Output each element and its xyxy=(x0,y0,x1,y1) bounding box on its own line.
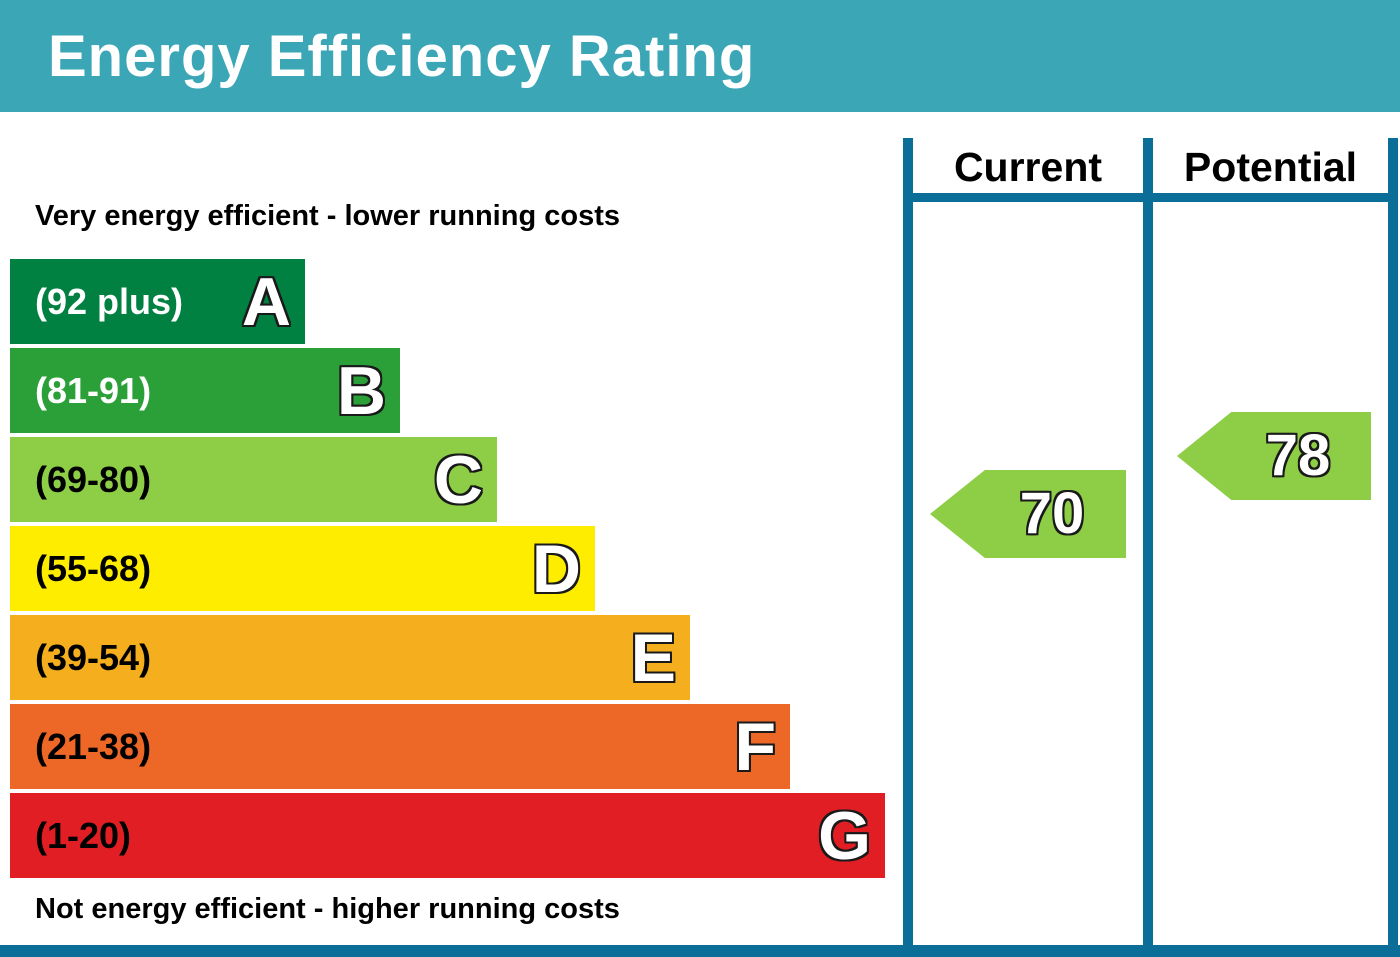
bottom-caption: Not energy efficient - higher running co… xyxy=(35,893,620,925)
band-d: (55-68) D xyxy=(10,526,595,611)
band-g: (1-20) G xyxy=(10,793,885,878)
current-rating-value: 70 xyxy=(1019,481,1085,546)
potential-rating-value: 78 xyxy=(1265,423,1331,488)
page-title: Energy Efficiency Rating xyxy=(48,23,756,89)
band-f-range: (21-38) xyxy=(35,725,152,767)
band-c-range: (69-80) xyxy=(35,458,152,500)
current-rating-arrow: 70 xyxy=(930,470,1126,558)
band-a-range: (92 plus) xyxy=(35,280,184,322)
current-column-header: Current xyxy=(953,144,1103,190)
band-b: (81-91) B xyxy=(10,348,400,433)
band-g-letter: G xyxy=(818,797,871,874)
column-header-underline xyxy=(903,193,1398,202)
band-e-range: (39-54) xyxy=(35,636,152,678)
band-a: (92 plus) A xyxy=(10,259,305,344)
band-f-letter: F xyxy=(734,708,776,785)
band-e-letter: E xyxy=(630,619,676,696)
band-c: (69-80) C xyxy=(10,437,497,522)
band-b-letter: B xyxy=(336,352,386,429)
band-d-letter: D xyxy=(531,530,581,607)
potential-column-right-border xyxy=(1388,138,1398,945)
band-c-letter: C xyxy=(433,441,483,518)
band-b-range: (81-91) xyxy=(35,369,152,411)
band-f: (21-38) F xyxy=(10,704,790,789)
band-e: (39-54) E xyxy=(10,615,690,700)
column-divider xyxy=(1143,138,1153,945)
top-caption: Very energy efficient - lower running co… xyxy=(35,200,620,232)
band-d-range: (55-68) xyxy=(35,547,152,589)
current-column-left-border xyxy=(903,138,913,945)
bottom-border-bar xyxy=(0,945,1400,957)
potential-column-header: Potential xyxy=(1183,144,1358,190)
band-g-range: (1-20) xyxy=(35,814,132,856)
potential-rating-arrow: 78 xyxy=(1177,412,1371,500)
band-a-letter: A xyxy=(241,263,291,340)
header-banner: Energy Efficiency Rating xyxy=(0,0,1400,112)
